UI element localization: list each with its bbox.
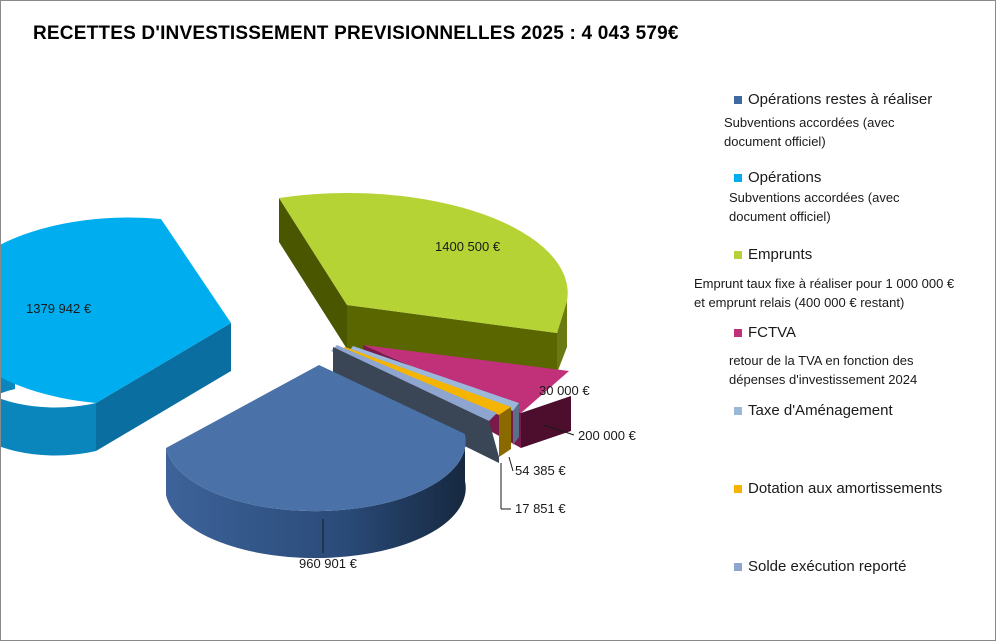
legend-label: Dotation aux amortissements <box>748 480 943 497</box>
label-emprunts: 1400 500 € <box>435 239 501 254</box>
legend-desc-emprunts: Emprunt taux fixe à réaliser pour 1 000 … <box>694 276 955 310</box>
legend-label: FCTVA <box>748 324 797 341</box>
legend-swatch <box>734 95 742 104</box>
legend-swatch <box>734 562 742 571</box>
label-fctva: 200 000 € <box>578 428 637 443</box>
slice-dotation[interactable] <box>339 347 511 457</box>
legend-item-operations-restes: Opérations restes à réaliser <box>734 91 932 108</box>
legend-desc-operations: Subventions accordées (avec document off… <box>729 190 900 224</box>
legend-desc-fctva: retour de la TVA en fonction des dépense… <box>729 353 918 387</box>
chart-title: RECETTES D'INVESTISSEMENT PREVISIONNELLE… <box>33 23 679 44</box>
legend-item-solde: Solde exécution reporté <box>734 558 906 575</box>
slice-operations-restes[interactable] <box>166 365 466 559</box>
legend-label: Solde exécution reporté <box>748 558 907 575</box>
legend-item-taxe: Taxe d'Aménagement <box>734 402 893 419</box>
label-operations-restes: 960 901 € <box>299 556 358 571</box>
label-solde: 54 385 € <box>515 463 566 478</box>
legend-item-operations: Opérations <box>734 169 821 186</box>
legend-label: Taxe d'Aménagement <box>748 402 893 419</box>
legend-label: Emprunts <box>748 246 813 263</box>
label-operations: 1379 942 € <box>26 301 92 316</box>
label-taxe: 30 000 € <box>539 383 590 398</box>
legend-swatch <box>734 406 742 415</box>
legend-label: Opérations restes à réaliser <box>748 91 933 108</box>
legend-label: Opérations <box>748 169 822 186</box>
legend-swatch <box>734 173 742 182</box>
leader-fctva <box>543 424 575 436</box>
leader-solde <box>508 456 514 472</box>
legend-desc-operations-restes: Subventions accordées (avec document off… <box>724 115 895 149</box>
label-dotation: 17 851 € <box>515 501 566 516</box>
legend-item-fctva: FCTVA <box>734 324 796 341</box>
legend-swatch <box>734 484 742 493</box>
legend-swatch <box>734 250 742 259</box>
legend-swatch <box>734 328 742 337</box>
slice-emprunts[interactable] <box>279 192 568 373</box>
legend-item-dotation: Dotation aux amortissements <box>734 480 942 497</box>
data-labels: 1379 942 € 1400 500 € 30 000 € 200 000 €… <box>26 239 637 571</box>
legend-item-emprunts: Emprunts <box>734 246 812 263</box>
slice-operations[interactable] <box>1 217 231 456</box>
